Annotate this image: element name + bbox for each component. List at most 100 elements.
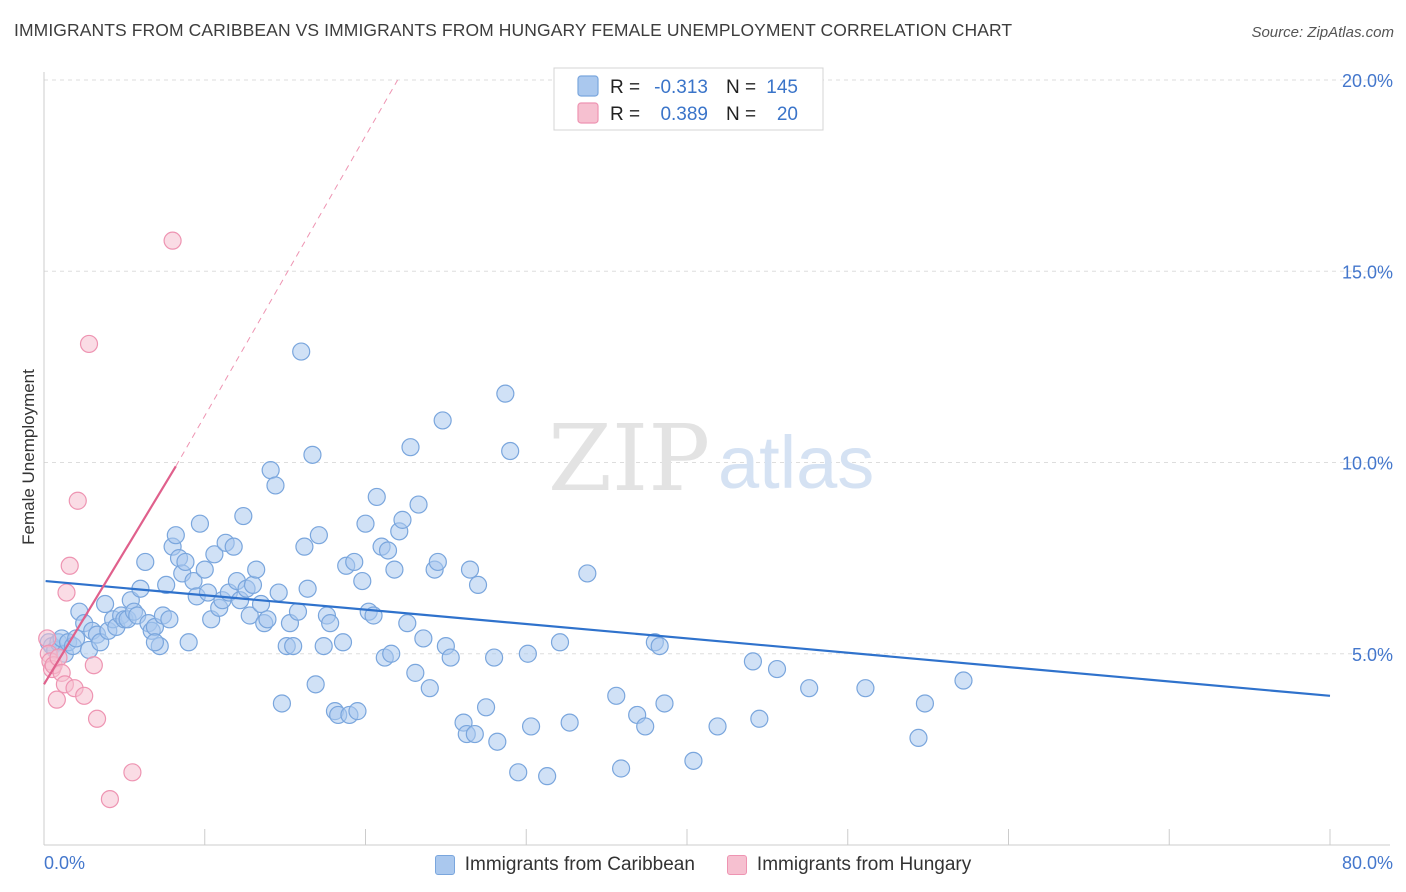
point-caribbean-97 xyxy=(393,510,412,529)
point-caribbean-124 xyxy=(560,713,579,732)
point-caribbean-65 xyxy=(272,694,292,713)
legend-swatch-hungary xyxy=(577,102,599,124)
y-tick-label-1: 10.0% xyxy=(1342,454,1393,474)
point-caribbean-84 xyxy=(345,552,364,572)
point-caribbean-100 xyxy=(406,663,425,682)
point-caribbean-99 xyxy=(401,438,420,457)
point-caribbean-87 xyxy=(356,514,375,533)
point-caribbean-59 xyxy=(251,594,271,614)
x-axis-ticks xyxy=(204,829,1331,845)
point-hungary-13 xyxy=(75,686,94,705)
point-caribbean-135 xyxy=(743,652,763,671)
point-caribbean-102 xyxy=(414,629,433,648)
point-hungary-15 xyxy=(84,656,103,675)
point-hungary-19 xyxy=(163,231,182,250)
point-caribbean-26 xyxy=(136,552,155,572)
point-caribbean-54 xyxy=(234,506,253,526)
y-tick-label-0: 5.0% xyxy=(1352,645,1393,665)
point-hungary-18 xyxy=(123,763,142,782)
point-caribbean-105 xyxy=(428,552,447,572)
point-caribbean-69 xyxy=(288,602,308,621)
point-hungary-12 xyxy=(68,491,87,510)
point-caribbean-121 xyxy=(521,717,541,736)
point-caribbean-113 xyxy=(468,575,488,595)
legend-marker-caribbean xyxy=(434,855,455,875)
point-caribbean-119 xyxy=(509,763,528,782)
watermark-atlas: atlas xyxy=(718,421,874,504)
point-caribbean-85 xyxy=(348,702,367,721)
point-caribbean-138 xyxy=(800,679,819,698)
point-caribbean-15 xyxy=(95,594,115,614)
y-tick-labels: 5.0% 10.0% 15.0% 20.0% xyxy=(1342,71,1393,665)
point-caribbean-61 xyxy=(258,610,277,629)
point-caribbean-103 xyxy=(420,679,439,698)
x-tick-label-min: 0.0% xyxy=(44,853,85,873)
point-caribbean-74 xyxy=(306,675,325,694)
point-hungary-14 xyxy=(79,334,99,354)
point-caribbean-141 xyxy=(915,694,935,713)
legend-n-label-hungary: N = xyxy=(726,104,756,125)
source-attribution: Source: ZipAtlas.com xyxy=(1251,24,1394,41)
point-caribbean-62 xyxy=(261,461,280,480)
trendlines xyxy=(43,79,1331,697)
series-hungary-points xyxy=(38,231,182,809)
point-caribbean-132 xyxy=(655,694,674,713)
point-caribbean-115 xyxy=(485,648,504,667)
point-caribbean-33 xyxy=(160,610,179,629)
trendline-hungary-extension xyxy=(175,79,399,467)
chart-title: IMMIGRANTS FROM CARIBBEAN VS IMMIGRANTS … xyxy=(14,20,1013,40)
point-caribbean-101 xyxy=(409,495,428,514)
point-caribbean-58 xyxy=(247,560,266,579)
point-caribbean-98 xyxy=(398,614,417,633)
point-caribbean-38 xyxy=(176,552,195,572)
point-caribbean-64 xyxy=(269,583,288,602)
point-caribbean-90 xyxy=(367,487,386,507)
point-caribbean-75 xyxy=(309,526,328,545)
point-caribbean-43 xyxy=(195,560,214,579)
point-hungary-9 xyxy=(57,583,76,602)
point-caribbean-140 xyxy=(909,728,928,748)
point-caribbean-134 xyxy=(708,717,727,736)
legend-label-caribbean: Immigrants from Caribbean xyxy=(464,854,695,875)
watermark-zip: ZIP xyxy=(548,405,710,512)
legend-n-value-hungary: 20 xyxy=(777,104,798,125)
point-caribbean-106 xyxy=(433,411,452,430)
legend-label-hungary: Immigrants from Hungary xyxy=(756,854,972,875)
point-caribbean-139 xyxy=(856,679,875,698)
point-caribbean-108 xyxy=(441,648,460,667)
point-caribbean-118 xyxy=(501,441,520,461)
legend-r-value-hungary: 0.389 xyxy=(660,104,708,125)
point-caribbean-57 xyxy=(243,575,263,595)
point-caribbean-32 xyxy=(157,575,176,595)
point-caribbean-68 xyxy=(284,636,303,656)
point-caribbean-129 xyxy=(636,717,655,736)
point-caribbean-117 xyxy=(496,384,515,403)
y-axis-label: Female Unemployment xyxy=(19,369,38,545)
point-caribbean-137 xyxy=(767,659,787,679)
stats-legend: R = -0.313 N = 145 R = 0.389 N = 20 xyxy=(553,67,824,131)
point-hungary-16 xyxy=(87,709,107,728)
point-caribbean-71 xyxy=(295,537,314,556)
point-caribbean-39 xyxy=(179,633,198,652)
point-caribbean-136 xyxy=(750,709,769,728)
point-caribbean-142 xyxy=(954,671,973,690)
point-caribbean-116 xyxy=(488,732,507,751)
point-caribbean-143 xyxy=(145,633,165,652)
legend-n-value-caribbean: 145 xyxy=(766,77,798,98)
point-caribbean-94 xyxy=(382,644,401,663)
point-hungary-0 xyxy=(38,629,57,648)
legend-item-caribbean: Immigrants from Caribbean xyxy=(434,854,695,876)
series-legend: Immigrants from Caribbean Immigrants fro… xyxy=(0,850,1406,880)
point-caribbean-112 xyxy=(465,724,484,744)
point-caribbean-46 xyxy=(205,545,224,564)
point-caribbean-120 xyxy=(518,644,537,663)
point-hungary-5 xyxy=(47,690,66,709)
legend-r-value-caribbean: -0.313 xyxy=(654,77,708,98)
gridlines xyxy=(44,79,1390,655)
x-tick-label-max: 80.0% xyxy=(1342,853,1393,873)
legend-n-label-caribbean: N = xyxy=(726,77,756,98)
point-caribbean-114 xyxy=(476,698,496,717)
point-caribbean-125 xyxy=(578,564,597,583)
point-caribbean-78 xyxy=(321,614,340,633)
point-caribbean-123 xyxy=(550,633,570,652)
